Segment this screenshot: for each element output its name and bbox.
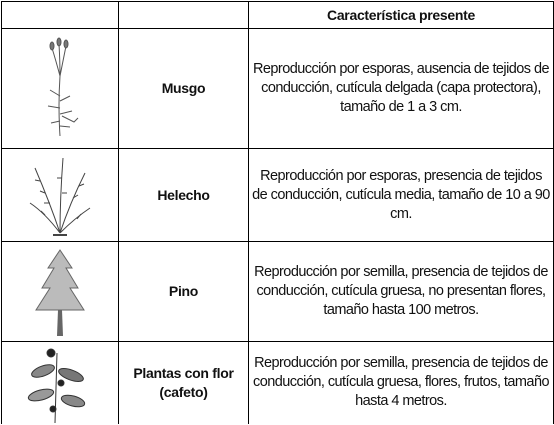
row: Plantas con flor (cafeto) Reproducción p… [1, 341, 554, 424]
image-cell [1, 341, 119, 424]
plant-description: Reproducción por esporas, ausencia de te… [248, 28, 554, 149]
plant-name: Musgo [118, 28, 249, 149]
image-cell [1, 241, 119, 342]
plant-description: Reproducción por semilla, presencia de t… [248, 341, 554, 424]
image-cell [1, 28, 119, 149]
header-cell [118, 1, 249, 29]
pine-illustration [35, 248, 85, 336]
row: Musgo Reproducción por esporas, ausencia… [1, 28, 554, 149]
plant-name: Pino [118, 241, 249, 342]
header-row: Característica presente [1, 1, 554, 29]
row: Helecho Reproducción por esporas, presen… [1, 148, 554, 242]
row: Pino Reproducción por semilla, presencia… [1, 241, 554, 342]
coffee-illustration [27, 348, 86, 423]
plant-name: Helecho [118, 148, 249, 242]
plant-description: Reproducción por semilla, presencia de t… [248, 241, 554, 342]
plant-description: Reproducción por esporas, presencia de t… [248, 148, 554, 242]
fern-illustration [29, 157, 91, 236]
header-cell: Característica presente [248, 1, 554, 29]
plant-name: Plantas con flor (cafeto) [118, 341, 249, 424]
image-cell [1, 148, 119, 242]
header-cell [1, 1, 119, 29]
moss-illustration [47, 37, 79, 137]
